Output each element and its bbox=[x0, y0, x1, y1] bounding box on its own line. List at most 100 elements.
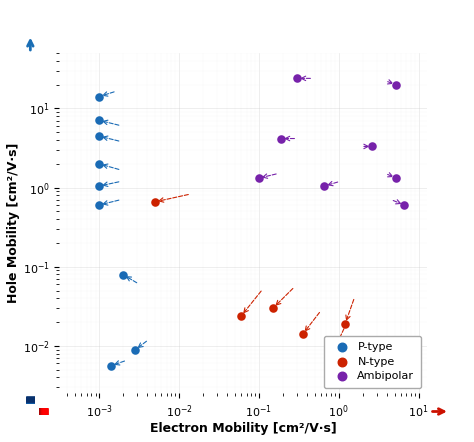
Bar bbox=[26, 398, 35, 401]
Bar bbox=[26, 398, 35, 402]
Bar bbox=[39, 408, 43, 415]
Bar bbox=[26, 400, 35, 404]
Bar bbox=[39, 408, 44, 415]
Bar bbox=[40, 408, 44, 415]
Bar bbox=[26, 399, 35, 403]
Bar bbox=[26, 397, 35, 401]
Bar bbox=[41, 408, 45, 415]
Bar bbox=[26, 399, 35, 402]
X-axis label: Electron Mobility [cm²/V·s]: Electron Mobility [cm²/V·s] bbox=[150, 423, 336, 435]
Bar bbox=[26, 399, 35, 402]
Bar bbox=[43, 408, 46, 415]
Bar bbox=[26, 400, 35, 404]
Bar bbox=[40, 408, 45, 415]
Point bbox=[95, 117, 103, 124]
Point bbox=[328, 350, 336, 357]
Bar bbox=[26, 399, 35, 403]
Bar bbox=[40, 408, 44, 415]
Bar bbox=[26, 399, 35, 403]
Bar bbox=[41, 408, 45, 415]
Y-axis label: Hole Mobility [cm²/V·s]: Hole Mobility [cm²/V·s] bbox=[7, 143, 20, 303]
Bar bbox=[26, 400, 35, 403]
Bar bbox=[26, 400, 35, 404]
Bar bbox=[41, 408, 45, 415]
Bar bbox=[26, 398, 35, 402]
Point bbox=[255, 175, 263, 182]
Bar bbox=[26, 400, 35, 403]
Bar bbox=[43, 408, 46, 415]
Bar bbox=[26, 398, 35, 402]
Bar bbox=[26, 400, 35, 404]
Bar bbox=[41, 408, 45, 415]
Bar bbox=[40, 408, 44, 415]
Point bbox=[392, 175, 400, 182]
Bar bbox=[42, 408, 46, 415]
Bar bbox=[43, 408, 47, 415]
Bar bbox=[42, 408, 46, 415]
Bar bbox=[26, 398, 35, 402]
Bar bbox=[39, 408, 43, 415]
Bar bbox=[39, 408, 43, 415]
Bar bbox=[26, 400, 35, 404]
Bar bbox=[41, 408, 45, 415]
Bar bbox=[40, 408, 44, 415]
Point bbox=[270, 305, 277, 312]
Bar bbox=[26, 400, 35, 403]
Bar bbox=[41, 408, 45, 415]
Bar bbox=[39, 408, 43, 415]
Bar bbox=[26, 398, 35, 402]
Bar bbox=[26, 399, 35, 402]
Bar bbox=[39, 408, 44, 415]
Point bbox=[95, 93, 103, 100]
Bar bbox=[26, 399, 35, 402]
Bar bbox=[39, 408, 43, 415]
Bar bbox=[42, 408, 46, 415]
Bar bbox=[26, 398, 35, 402]
Bar bbox=[26, 398, 35, 401]
Bar bbox=[26, 400, 35, 403]
Bar bbox=[42, 408, 46, 415]
Bar bbox=[26, 399, 35, 403]
Bar bbox=[26, 399, 35, 402]
Bar bbox=[26, 398, 35, 401]
Bar bbox=[42, 408, 46, 415]
Point bbox=[119, 271, 127, 278]
Bar bbox=[26, 398, 35, 402]
Bar bbox=[26, 397, 35, 401]
Bar bbox=[40, 408, 45, 415]
Bar bbox=[26, 399, 35, 403]
Point bbox=[401, 202, 408, 209]
Bar bbox=[42, 408, 46, 415]
Bar bbox=[26, 397, 35, 401]
Bar bbox=[26, 400, 35, 403]
Bar bbox=[43, 408, 47, 415]
Bar bbox=[40, 408, 44, 415]
Bar bbox=[42, 408, 46, 415]
Bar bbox=[43, 408, 47, 415]
Bar bbox=[40, 408, 45, 415]
Bar bbox=[43, 408, 46, 415]
Bar bbox=[39, 408, 44, 415]
Bar bbox=[42, 408, 46, 415]
Bar bbox=[41, 408, 45, 415]
Bar bbox=[39, 408, 43, 415]
Bar bbox=[39, 408, 43, 415]
Point bbox=[151, 198, 159, 206]
Point bbox=[368, 143, 376, 150]
Bar bbox=[26, 399, 35, 403]
Bar bbox=[26, 400, 35, 404]
Bar bbox=[40, 408, 45, 415]
Bar bbox=[39, 408, 44, 415]
Bar bbox=[39, 408, 43, 415]
Point bbox=[108, 362, 115, 369]
Bar bbox=[40, 408, 44, 415]
Bar bbox=[39, 408, 43, 415]
Bar bbox=[26, 400, 35, 404]
Bar bbox=[26, 397, 35, 401]
Bar bbox=[26, 401, 35, 404]
Bar bbox=[26, 400, 35, 404]
Bar bbox=[40, 408, 44, 415]
Bar bbox=[40, 408, 44, 415]
Bar bbox=[40, 408, 44, 415]
Bar bbox=[26, 398, 35, 402]
